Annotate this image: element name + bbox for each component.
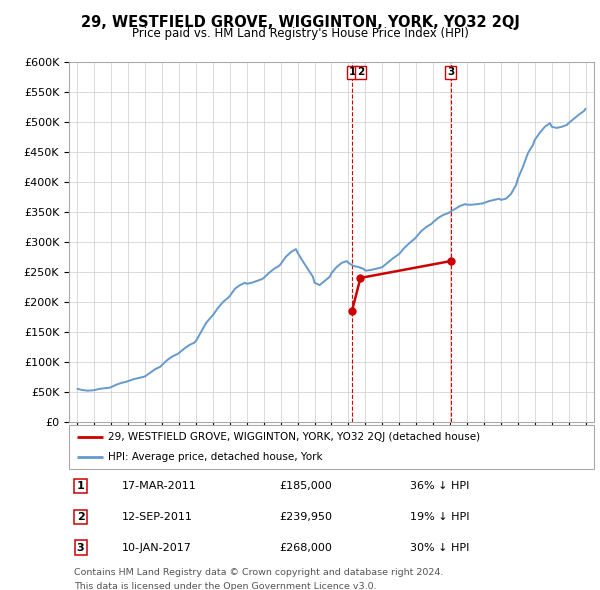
Text: 29, WESTFIELD GROVE, WIGGINTON, YORK, YO32 2QJ (detached house): 29, WESTFIELD GROVE, WIGGINTON, YORK, YO… [109, 432, 481, 442]
Text: £239,950: £239,950 [279, 512, 332, 522]
Text: 1: 1 [349, 67, 356, 77]
FancyBboxPatch shape [69, 425, 594, 469]
Text: This data is licensed under the Open Government Licence v3.0.: This data is licensed under the Open Gov… [74, 582, 376, 590]
Point [356, 273, 365, 283]
Text: £268,000: £268,000 [279, 543, 332, 552]
Text: 1: 1 [77, 481, 85, 491]
Text: 3: 3 [447, 67, 454, 77]
Text: £185,000: £185,000 [279, 481, 332, 491]
Text: 12-SEP-2011: 12-SEP-2011 [121, 512, 193, 522]
Point [446, 257, 455, 266]
Text: 3: 3 [77, 543, 85, 552]
Text: 2: 2 [77, 512, 85, 522]
Point [347, 306, 357, 316]
Text: 2: 2 [357, 67, 364, 77]
Text: 19% ↓ HPI: 19% ↓ HPI [410, 512, 470, 522]
Text: 10-JAN-2017: 10-JAN-2017 [121, 543, 191, 552]
Text: 17-MAR-2011: 17-MAR-2011 [121, 481, 196, 491]
Text: Price paid vs. HM Land Registry's House Price Index (HPI): Price paid vs. HM Land Registry's House … [131, 27, 469, 40]
Text: 29, WESTFIELD GROVE, WIGGINTON, YORK, YO32 2QJ: 29, WESTFIELD GROVE, WIGGINTON, YORK, YO… [80, 15, 520, 30]
Text: HPI: Average price, detached house, York: HPI: Average price, detached house, York [109, 452, 323, 462]
Text: 30% ↓ HPI: 30% ↓ HPI [410, 543, 470, 552]
Text: 36% ↓ HPI: 36% ↓ HPI [410, 481, 470, 491]
Text: Contains HM Land Registry data © Crown copyright and database right 2024.: Contains HM Land Registry data © Crown c… [74, 568, 443, 576]
